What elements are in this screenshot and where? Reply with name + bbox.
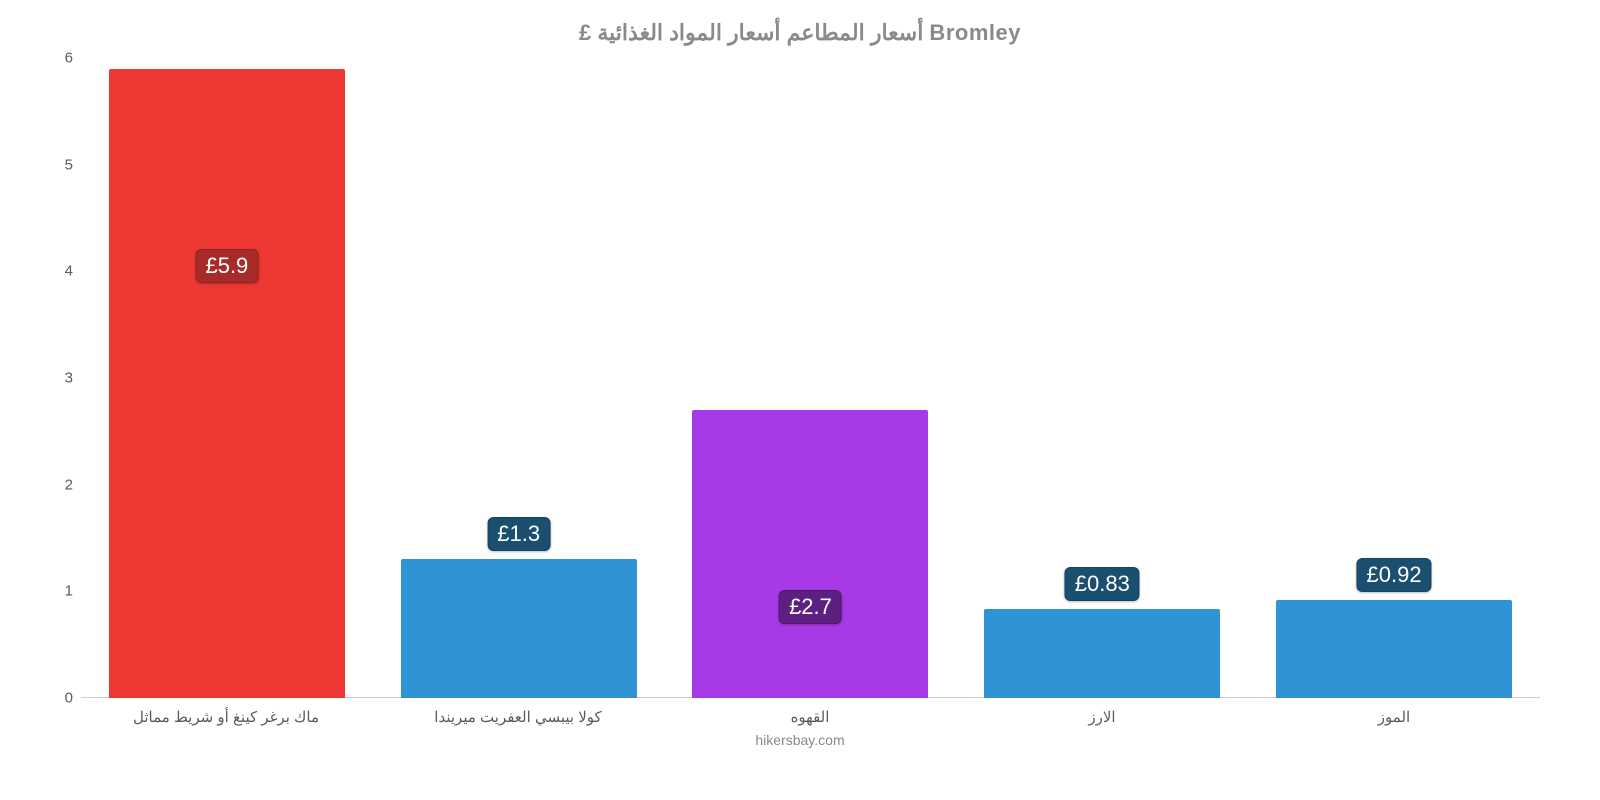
bar-slot: £5.9 xyxy=(81,58,373,698)
x-label: القهوه xyxy=(664,708,956,726)
y-axis: 6 5 4 3 2 1 0 xyxy=(41,58,81,698)
y-tick: 3 xyxy=(65,370,73,387)
credit-text: hikersbay.com xyxy=(30,732,1570,748)
bar: £5.9 xyxy=(109,69,345,698)
y-tick: 5 xyxy=(65,156,73,173)
bar: £0.83 xyxy=(984,609,1220,698)
bar-slot: £2.7 xyxy=(665,58,957,698)
bar-slot: £0.83 xyxy=(956,58,1248,698)
bar-value-label: £0.92 xyxy=(1357,558,1432,592)
x-label: كولا بيبسي العفريت ميريندا xyxy=(372,708,664,726)
bar-value-label: £2.7 xyxy=(779,590,842,624)
y-tick: 1 xyxy=(65,583,73,600)
bar-slot: £0.92 xyxy=(1248,58,1540,698)
bar-value-label: £0.83 xyxy=(1065,567,1140,601)
y-tick: 4 xyxy=(65,263,73,280)
bar-value-label: £1.3 xyxy=(487,517,550,551)
chart-title: £ أسعار المطاعم أسعار المواد الغذائية Br… xyxy=(30,20,1570,46)
bar: £1.3 xyxy=(401,559,637,698)
bars-group: £5.9 £1.3 £2.7 £0.83 £0.92 xyxy=(81,58,1540,698)
bar: £0.92 xyxy=(1276,600,1512,698)
bar-value-label: £5.9 xyxy=(195,249,258,283)
x-label: ماك برغر كينغ أو شريط مماثل xyxy=(80,708,372,726)
y-tick: 6 xyxy=(65,50,73,67)
x-label: الموز xyxy=(1248,708,1540,726)
y-tick: 2 xyxy=(65,476,73,493)
x-label: الارز xyxy=(956,708,1248,726)
y-tick: 0 xyxy=(65,690,73,707)
chart-container: £ أسعار المطاعم أسعار المواد الغذائية Br… xyxy=(0,0,1600,800)
bar-slot: £1.3 xyxy=(373,58,665,698)
bar: £2.7 xyxy=(692,410,928,698)
x-axis-labels: ماك برغر كينغ أو شريط مماثل كولا بيبسي ا… xyxy=(80,708,1540,726)
plot-area: 6 5 4 3 2 1 0 £5.9 £1.3 £2.7 xyxy=(80,58,1540,698)
